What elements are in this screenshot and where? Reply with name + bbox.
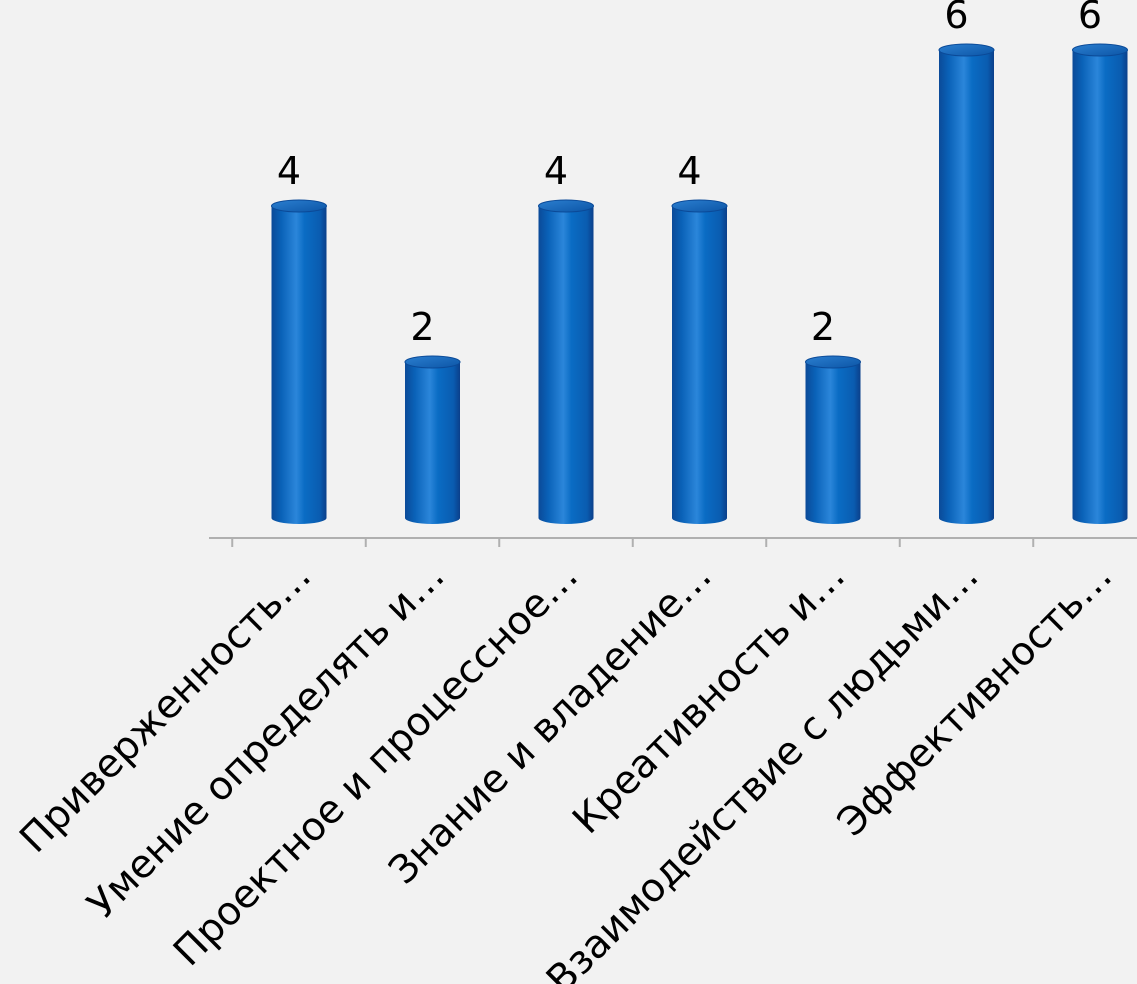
bars bbox=[271, 43, 1128, 524]
data-label: 4 bbox=[677, 149, 701, 193]
bar bbox=[271, 199, 327, 524]
bar-body bbox=[805, 362, 861, 524]
bar-body bbox=[939, 50, 994, 524]
bar-top-cap bbox=[404, 355, 461, 369]
bar-top-cap bbox=[1072, 43, 1128, 57]
bar-top-cap bbox=[671, 199, 728, 213]
bar-top-cap bbox=[938, 43, 995, 57]
bar-top-cap bbox=[538, 199, 594, 213]
data-labels: 4 2 4 4 2 6 6 bbox=[277, 0, 1102, 349]
data-label: 2 bbox=[410, 305, 434, 349]
bar-top-cap bbox=[805, 355, 861, 369]
x-axis bbox=[209, 537, 1137, 547]
bar bbox=[805, 355, 861, 524]
bar bbox=[671, 199, 728, 524]
bar-body bbox=[538, 206, 594, 524]
data-label: 2 bbox=[811, 305, 835, 349]
bar bbox=[538, 199, 594, 524]
data-label: 6 bbox=[1078, 0, 1102, 37]
data-label: 6 bbox=[944, 0, 968, 37]
bar-top-cap bbox=[271, 199, 327, 213]
data-label: 4 bbox=[544, 149, 568, 193]
bar-body bbox=[271, 206, 327, 524]
category-tick-labels: Приверженность…Умение определять и…Проек… bbox=[12, 553, 1122, 984]
bar-body bbox=[405, 362, 460, 524]
bar-body bbox=[672, 206, 727, 524]
data-label: 4 bbox=[277, 149, 301, 193]
bar-body bbox=[1072, 50, 1128, 524]
bar bbox=[1072, 43, 1128, 524]
bar bbox=[404, 355, 461, 524]
bar bbox=[938, 43, 995, 524]
